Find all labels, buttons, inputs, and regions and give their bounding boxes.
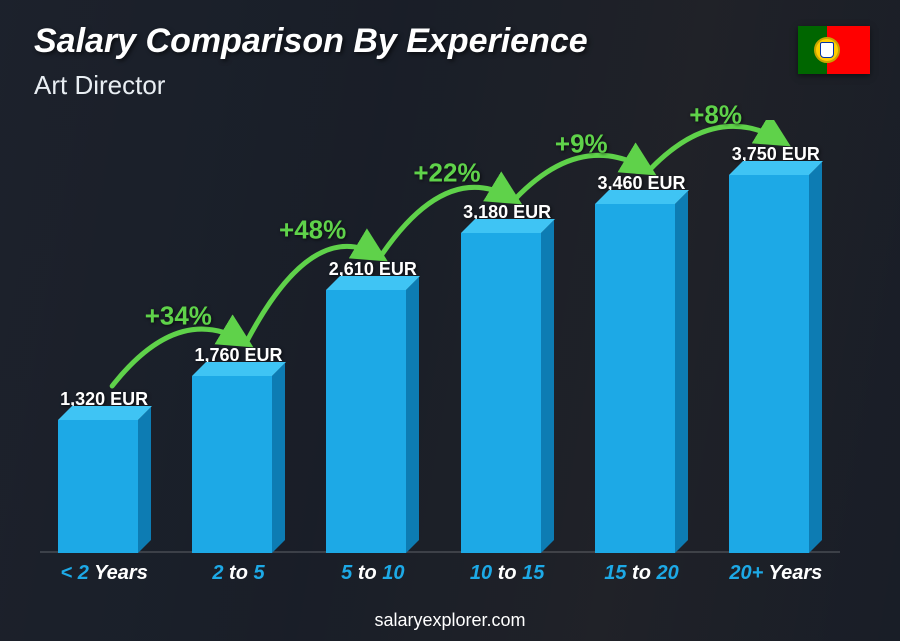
percent-increase-label: +48% — [279, 215, 346, 246]
bar-slot: 3,460 EUR — [583, 173, 699, 553]
x-tick-label: 20+ Years — [718, 562, 834, 585]
page-subtitle: Art Director — [34, 70, 165, 101]
footer-site: salaryexplorer.com — [0, 610, 900, 631]
x-tick-label: 2 to 5 — [180, 562, 296, 585]
bar-slot: 3,180 EUR — [449, 202, 565, 553]
x-tick-label: < 2 Years — [46, 562, 162, 585]
page-title: Salary Comparison By Experience — [34, 22, 588, 61]
infographic-stage: Salary Comparison By Experience Art Dire… — [0, 0, 900, 641]
percent-increase-label: +8% — [689, 100, 742, 131]
bar — [595, 204, 688, 553]
bar-slot: 2,610 EUR — [315, 259, 431, 553]
x-labels: < 2 Years 2 to 5 5 to 10 10 to 15 15 to 20 20… — [40, 562, 840, 585]
percent-increase-label: +9% — [555, 129, 608, 160]
portugal-flag-icon — [798, 26, 870, 74]
bar — [58, 420, 151, 553]
bar — [461, 233, 554, 553]
salary-bar-chart: 1,320 EUR1,760 EUR2,610 EUR3,180 EUR3,46… — [40, 120, 840, 581]
x-tick-label: 10 to 15 — [449, 562, 565, 585]
bar-slot: 1,320 EUR — [46, 389, 162, 553]
bar — [729, 175, 822, 553]
percent-increase-label: +34% — [145, 301, 212, 332]
x-tick-label: 15 to 20 — [583, 562, 699, 585]
x-tick-label: 5 to 10 — [315, 562, 431, 585]
bar-slot: 1,760 EUR — [180, 345, 296, 553]
percent-increase-label: +22% — [413, 158, 480, 189]
bar-slot: 3,750 EUR — [718, 144, 834, 553]
bar — [192, 376, 285, 553]
bar — [326, 290, 419, 553]
